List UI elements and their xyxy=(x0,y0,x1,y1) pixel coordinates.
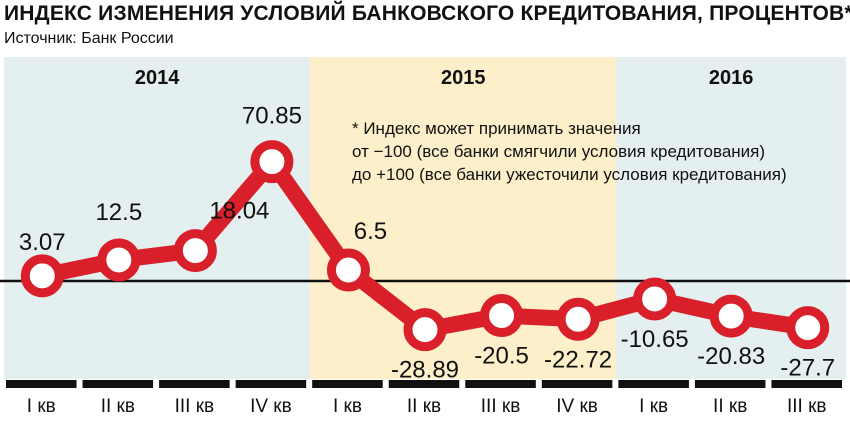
tick-label: II кв xyxy=(407,396,441,417)
value-label: 12.5 xyxy=(95,199,142,226)
tick-bar xyxy=(159,380,230,388)
tick-bar xyxy=(388,380,460,388)
tick-bar xyxy=(312,380,383,388)
tick-label: IV кв xyxy=(250,396,292,417)
tick-label: IV кв xyxy=(556,396,598,417)
note-line-1: * Индекс может принимать значения xyxy=(352,119,641,138)
data-points xyxy=(20,140,830,352)
tick-bar xyxy=(541,380,613,388)
chart-title: ИНДЕКС ИЗМЕНЕНИЯ УСЛОВИЙ БАНКОВСКОГО КРЕ… xyxy=(4,2,850,25)
note-line-2: от −100 (все банки смягчили условия кред… xyxy=(352,142,765,161)
tick-label: II кв xyxy=(713,396,747,417)
value-label: 3.07 xyxy=(19,229,66,256)
tick-bar xyxy=(6,380,77,388)
year-label-2016: 2016 xyxy=(709,67,754,89)
value-label: 70.85 xyxy=(242,103,302,130)
value-label: 6.5 xyxy=(354,218,387,245)
value-label: 18.04 xyxy=(209,198,269,225)
data-point xyxy=(97,238,141,282)
data-point xyxy=(20,254,64,298)
value-labels: 3.07 12.5 18.04 70.85 6.5 -28.89 -20.5 -22.72 -1… xyxy=(19,103,835,384)
index-note: * Индекс может принимать значения от −10… xyxy=(352,119,787,184)
year-band-2014 xyxy=(4,57,311,379)
value-label: -20.83 xyxy=(697,343,765,370)
year-labels: 2014 2015 2016 xyxy=(135,67,754,89)
data-point xyxy=(786,306,830,350)
tick-bar xyxy=(235,380,307,388)
year-label-2014: 2014 xyxy=(135,67,180,89)
tick-bar xyxy=(82,380,154,388)
value-label: -28.89 xyxy=(391,357,459,384)
tick-label: I кв xyxy=(639,396,668,417)
data-point xyxy=(709,294,753,338)
tick-label: III кв xyxy=(175,396,215,417)
data-point xyxy=(633,277,677,321)
value-label: -22.72 xyxy=(544,346,612,373)
value-label: -10.65 xyxy=(621,326,689,353)
data-point xyxy=(480,294,524,338)
chart-source: Источник: Банк России xyxy=(4,30,174,47)
tick-bar xyxy=(771,380,842,388)
tick-label: III кв xyxy=(787,396,827,417)
value-label: -20.5 xyxy=(474,343,529,370)
x-axis: I кв II кв III кв IV кв I кв II кв III кв IV кв… xyxy=(6,380,842,417)
tick-label: III кв xyxy=(481,396,521,417)
year-label-2015: 2015 xyxy=(441,67,486,89)
data-point xyxy=(556,297,600,341)
tick-bar xyxy=(618,380,689,388)
tick-bar xyxy=(694,380,766,388)
tick-label: II кв xyxy=(101,396,135,417)
value-label: -27.7 xyxy=(780,355,835,382)
data-point xyxy=(326,248,370,292)
tick-bar xyxy=(465,380,536,388)
tick-label: I кв xyxy=(27,396,56,417)
data-point xyxy=(250,140,294,184)
data-point xyxy=(173,229,217,273)
note-line-3: до +100 (все банки ужесточили условия кр… xyxy=(352,165,787,184)
tick-label: I кв xyxy=(333,396,362,417)
data-point xyxy=(403,308,447,352)
